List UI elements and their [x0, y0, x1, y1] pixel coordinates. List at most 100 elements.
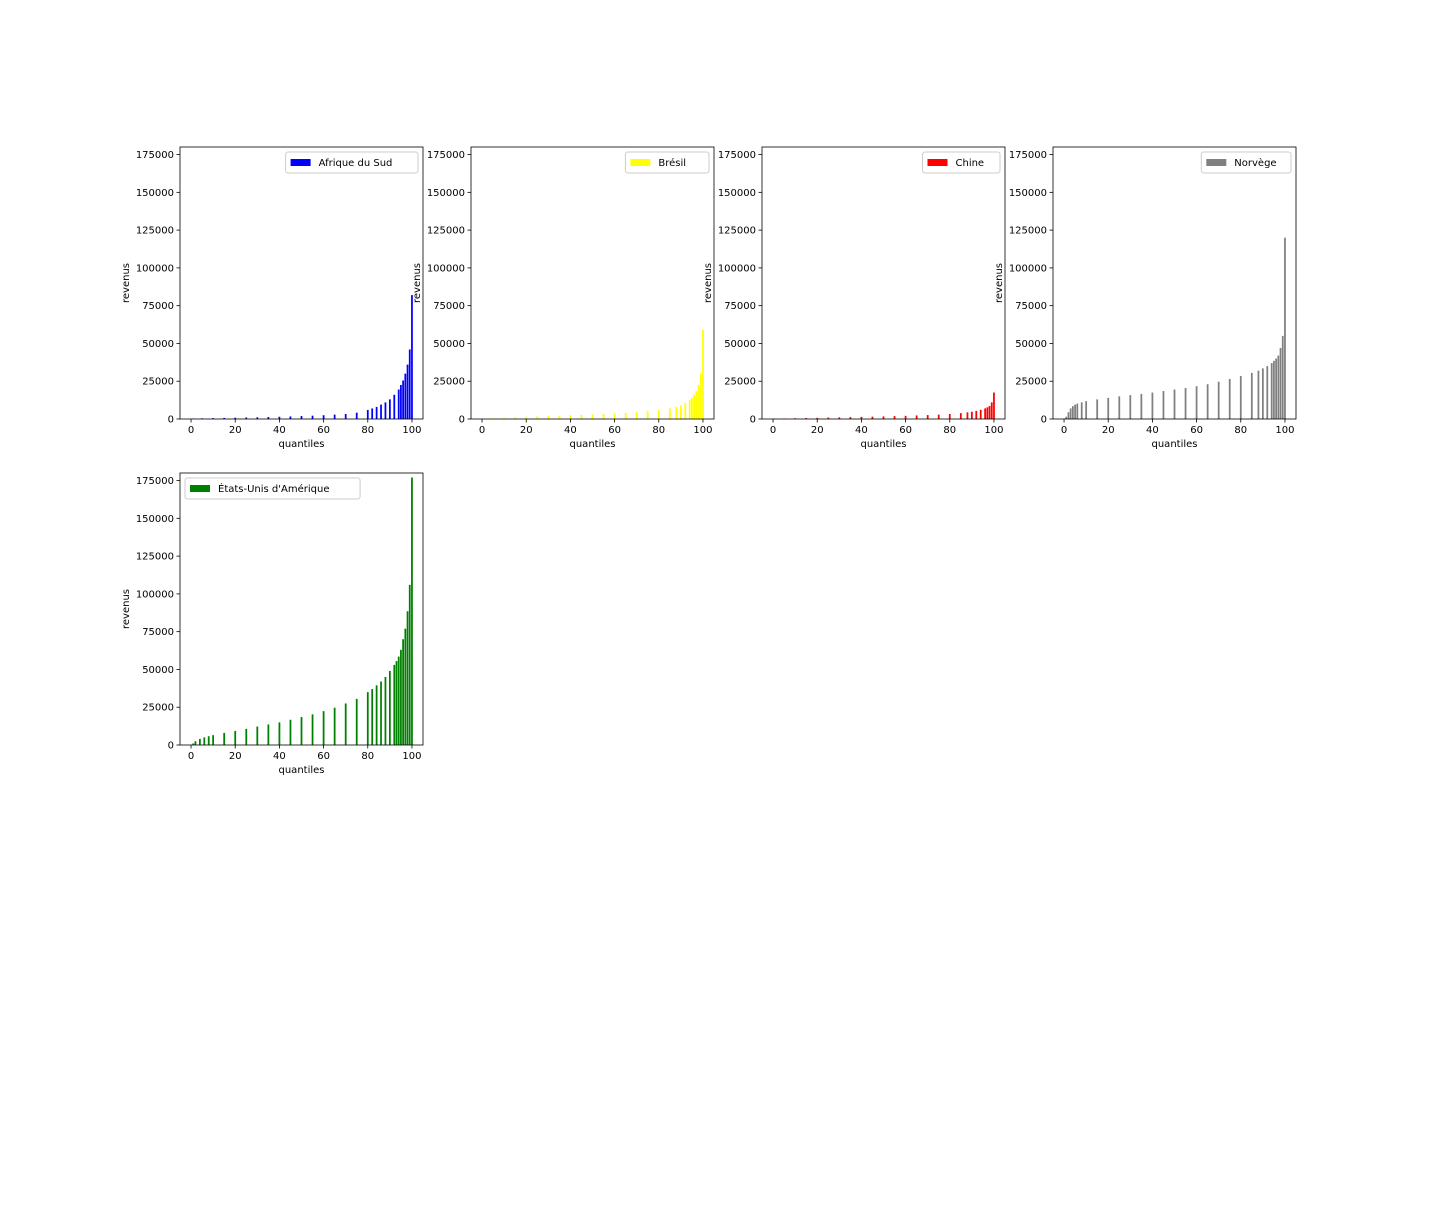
bar	[366, 409, 369, 419]
bar	[344, 703, 347, 745]
bar	[355, 412, 358, 419]
bar	[397, 656, 400, 745]
y-tick-label: 75000	[142, 627, 174, 638]
y-tick-label: 25000	[433, 377, 465, 388]
y-tick-label: 100000	[427, 263, 465, 274]
y-axis-label: revenus	[121, 263, 132, 303]
bar	[207, 736, 210, 745]
bar	[697, 385, 700, 419]
bar	[406, 364, 409, 419]
y-tick-label: 75000	[433, 301, 465, 312]
y-tick-label: 75000	[724, 301, 756, 312]
bar	[375, 685, 378, 745]
bar	[993, 392, 995, 419]
legend-label: États-Unis d'Amérique	[218, 482, 330, 495]
bar	[400, 385, 402, 419]
bar	[1257, 370, 1260, 419]
bar	[959, 413, 962, 419]
bar	[1129, 395, 1132, 419]
chart-panel: 0 20 40 60 80 100 0 25000 50000 75000 100000 125000…	[412, 146, 715, 450]
y-tick-label: 50000	[142, 665, 174, 676]
bar	[256, 726, 259, 745]
y-tick-label: 25000	[724, 377, 756, 388]
y-tick-label: 50000	[1015, 339, 1047, 350]
bar	[970, 411, 973, 419]
y-tick-label: 175000	[427, 150, 465, 161]
bar	[234, 417, 237, 419]
bar	[408, 584, 411, 745]
bar	[805, 418, 808, 419]
legend-label: Norvège	[1234, 157, 1276, 169]
bar	[1067, 412, 1070, 419]
bar	[1065, 416, 1068, 419]
legend: Chine	[922, 151, 1001, 174]
bar	[267, 417, 270, 419]
bar	[580, 414, 583, 419]
bar	[679, 405, 682, 419]
y-tick-label: 100000	[718, 263, 756, 274]
bar	[688, 400, 691, 419]
x-tick-label: 100	[402, 425, 421, 436]
bar	[371, 689, 374, 745]
x-tick-label: 0	[479, 425, 485, 436]
bar	[1281, 335, 1284, 419]
y-axis-label: revenus	[121, 589, 132, 629]
bar	[366, 692, 369, 745]
y-tick-label: 150000	[136, 188, 174, 199]
legend-box	[624, 151, 710, 174]
axes-frame	[761, 146, 1006, 420]
bar	[1275, 358, 1277, 419]
x-tick-label: 100	[693, 425, 712, 436]
bar	[300, 717, 303, 745]
axes-frame	[1052, 146, 1297, 420]
bar	[602, 414, 605, 419]
bar	[375, 406, 378, 419]
bar	[1076, 403, 1079, 419]
bar	[1173, 389, 1176, 419]
y-tick-label: 0	[1041, 415, 1047, 426]
y-tick-label: 0	[750, 415, 756, 426]
bar	[1118, 396, 1121, 419]
bar	[536, 416, 539, 419]
bar	[380, 681, 382, 745]
bar	[344, 414, 347, 419]
legend-box	[285, 151, 419, 174]
y-tick-label: 100000	[136, 263, 174, 274]
y-tick-label: 25000	[142, 377, 174, 388]
bar	[322, 415, 325, 419]
x-axis-label: quantiles	[279, 439, 325, 450]
x-tick-label: 40	[855, 425, 868, 436]
y-tick-label: 125000	[427, 226, 465, 237]
bar	[199, 738, 201, 745]
x-tick-label: 60	[317, 425, 330, 436]
y-axis-label: revenus	[703, 263, 714, 303]
bar	[893, 416, 896, 419]
bar	[1206, 384, 1209, 419]
x-tick-label: 20	[229, 751, 242, 762]
y-tick-label: 125000	[718, 226, 756, 237]
y-tick-label: 75000	[142, 301, 174, 312]
bar	[393, 664, 396, 745]
y-tick-label: 25000	[1015, 377, 1047, 388]
axes-frame	[470, 146, 715, 420]
bar	[975, 410, 978, 419]
bar	[300, 416, 303, 419]
bar	[1085, 401, 1088, 419]
legend: Afrique du Sud	[285, 151, 419, 174]
bar	[371, 408, 374, 419]
legend-box	[184, 477, 361, 500]
x-tick-label: 100	[984, 425, 1003, 436]
bar	[1072, 406, 1074, 419]
bar	[1217, 381, 1220, 419]
y-axis-label: revenus	[994, 263, 1005, 303]
bar	[1140, 393, 1143, 419]
y-tick-label: 175000	[136, 150, 174, 161]
bar	[203, 737, 206, 745]
bar	[245, 417, 248, 419]
bar	[1080, 402, 1083, 419]
bar	[395, 661, 398, 745]
bar	[1096, 399, 1099, 419]
bar	[1107, 397, 1110, 419]
x-tick-label: 60	[899, 425, 912, 436]
